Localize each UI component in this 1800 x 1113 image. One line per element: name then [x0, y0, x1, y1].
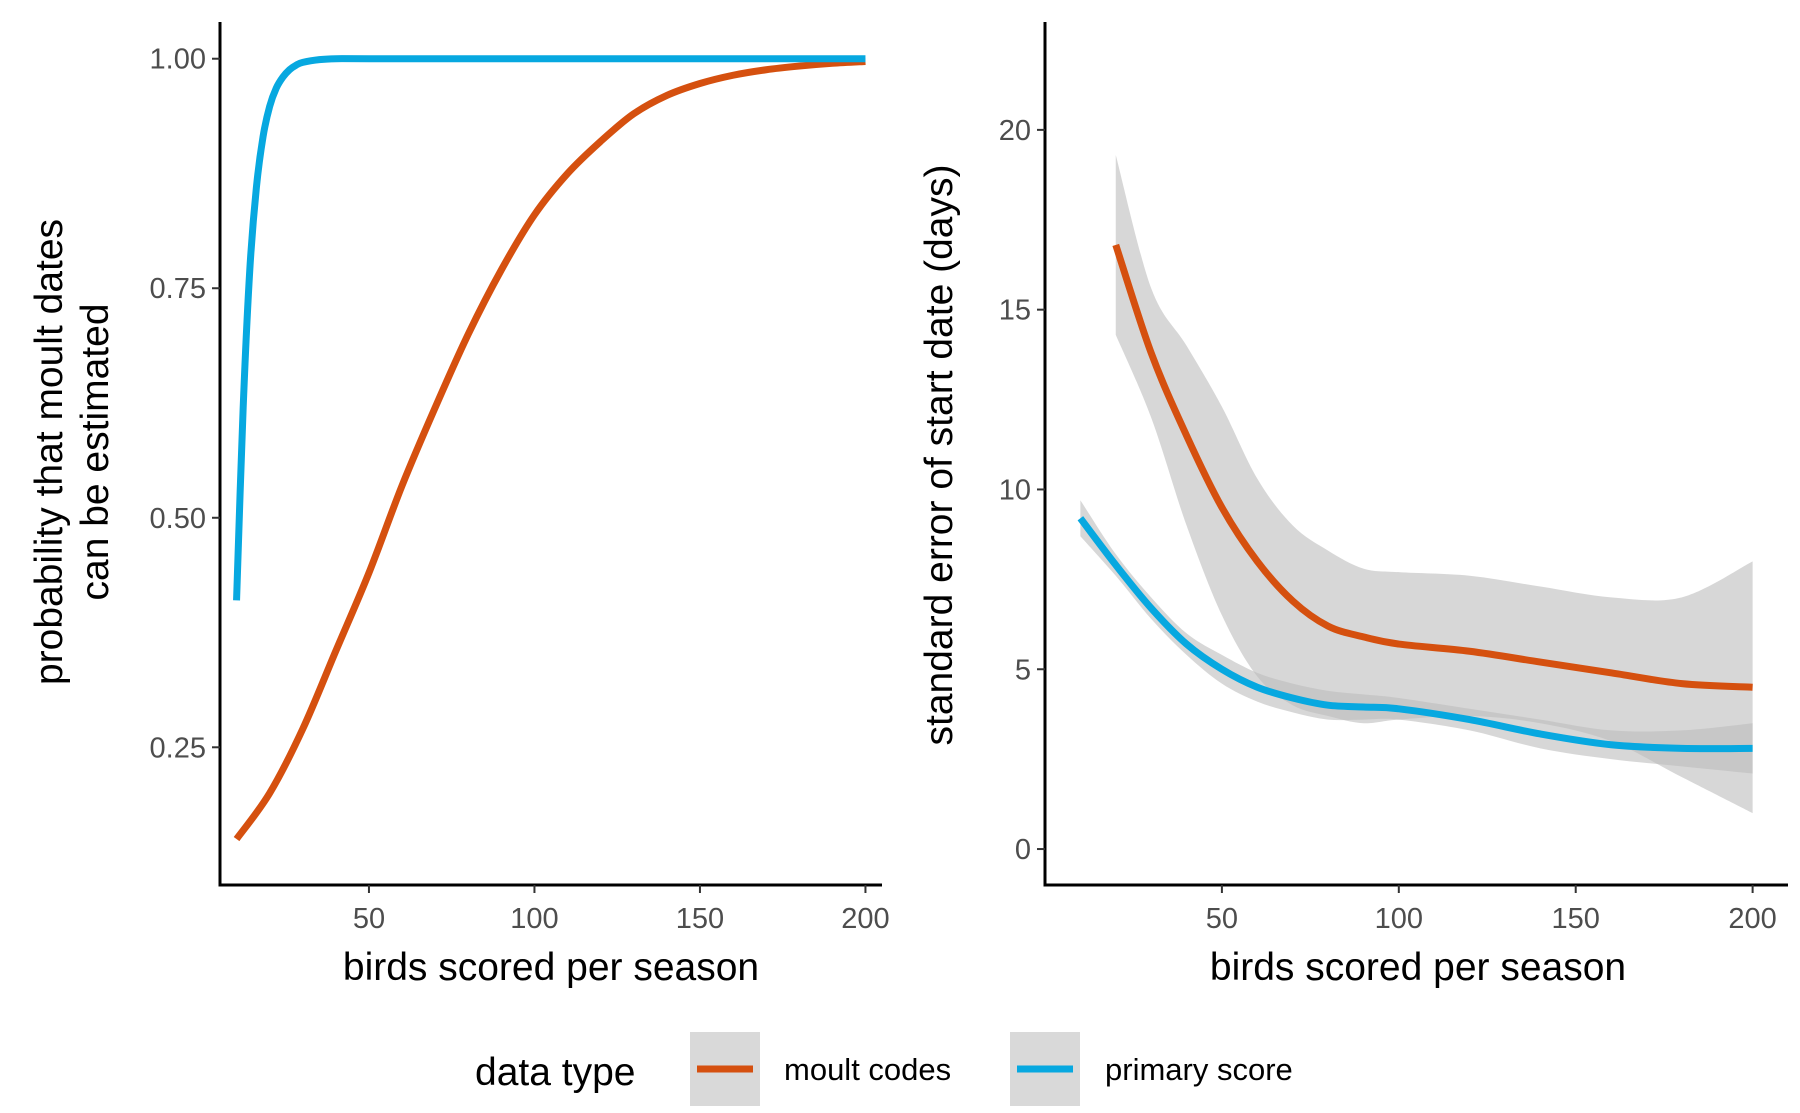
right-x-tick-label-150: 150 [1552, 903, 1600, 935]
legend-label-moult-codes: moult codes [784, 1052, 951, 1087]
left-series-lines [233, 55, 866, 842]
right-line-moult-codes [1112, 243, 1753, 691]
legend: data type moult codes primary score [475, 1032, 1293, 1106]
right-y-tick-label-0: 0 [1015, 834, 1031, 866]
right-y-tick-label-10: 10 [999, 474, 1031, 506]
right-y-tick-label-15: 15 [999, 295, 1031, 327]
right-line-primary-score [1077, 516, 1753, 753]
legend-title: data type [475, 1051, 635, 1094]
right-y-tick-label-5: 5 [1015, 654, 1031, 686]
left-x-ticks: 50 100 150 200 [353, 885, 890, 935]
legend-label-primary-score: primary score [1105, 1052, 1293, 1087]
right-x-ticks: 50 100 150 200 [1206, 885, 1777, 935]
left-x-tick-label-100: 100 [510, 903, 558, 935]
legend-item-primary-score: primary score [1010, 1032, 1293, 1106]
left-y-tick-label-0.75: 0.75 [150, 273, 206, 305]
right-x-axis-title: birds scored per season [1210, 946, 1626, 989]
left-y-tick-label-0.5: 0.50 [150, 503, 206, 535]
left-y-axis-title-line-1: probability that moult dates [28, 219, 71, 685]
right-x-tick-label-50: 50 [1206, 903, 1238, 935]
left-y-ticks: 0.25 0.50 0.75 1.00 [150, 44, 220, 764]
left-panel: 50 100 150 200 0.25 0.50 0.75 1.00 birds score… [28, 22, 890, 989]
left-x-tick-label-150: 150 [676, 903, 724, 935]
legend-item-moult-codes: moult codes [690, 1032, 951, 1106]
left-line-primary-score [233, 55, 866, 601]
right-panel: 50 100 150 200 0 5 10 15 20 birds scored per se… [918, 22, 1788, 989]
right-y-ticks: 0 5 10 15 20 [999, 115, 1045, 866]
left-x-axis-title: birds scored per season [343, 946, 759, 989]
right-y-axis-title: standard error of start date (days) [918, 165, 961, 746]
left-y-axis-title-line-2: can be estimated [74, 303, 117, 600]
left-x-tick-label-200: 200 [841, 903, 889, 935]
left-y-tick-label-0.25: 0.25 [150, 732, 206, 764]
right-x-tick-label-100: 100 [1375, 903, 1423, 935]
right-y-tick-label-20: 20 [999, 115, 1031, 147]
left-x-tick-label-50: 50 [353, 903, 385, 935]
right-series-lines [1077, 243, 1753, 753]
left-y-tick-label-1: 1.00 [150, 44, 206, 76]
left-line-moult-codes [233, 57, 866, 842]
right-x-tick-label-200: 200 [1728, 903, 1776, 935]
right-band-moult-codes [1115, 155, 1753, 814]
